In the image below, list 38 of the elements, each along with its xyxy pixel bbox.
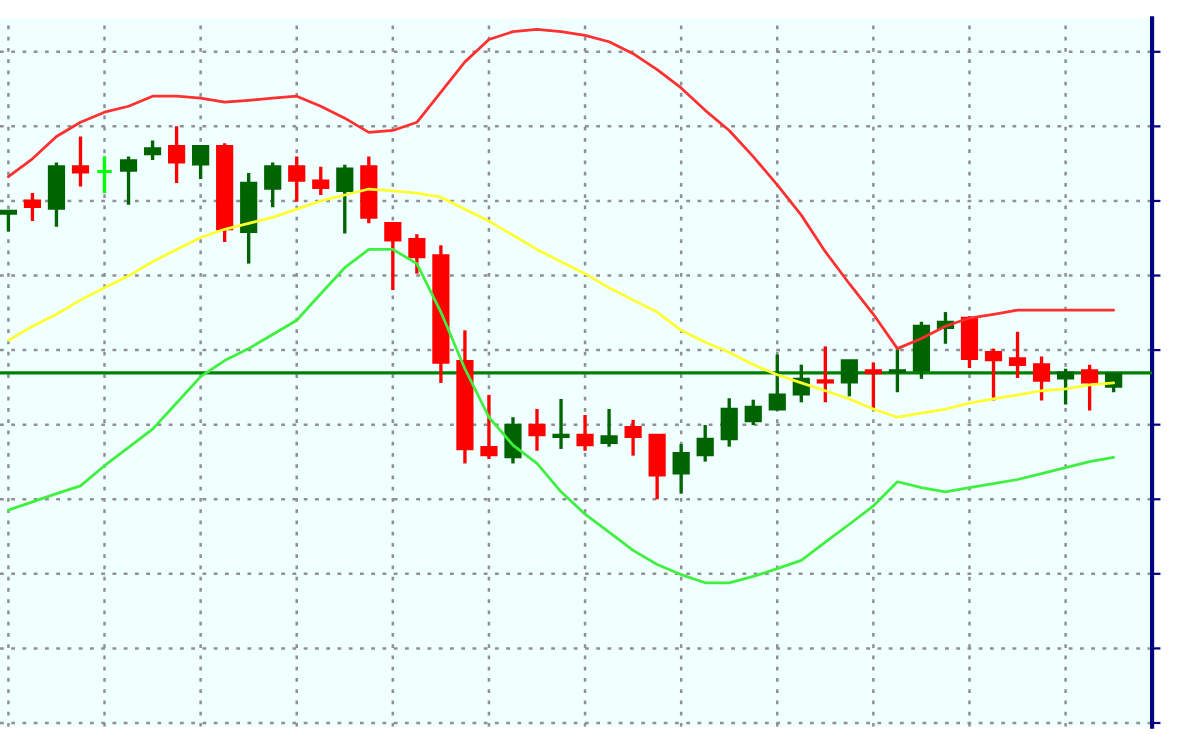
candlestick bbox=[552, 397, 570, 451]
candlestick bbox=[23, 191, 42, 223]
candlestick bbox=[984, 346, 1003, 403]
candlestick bbox=[1081, 362, 1099, 413]
candlestick bbox=[672, 442, 690, 496]
candlestick bbox=[480, 393, 498, 461]
candlestick bbox=[336, 163, 354, 236]
candlestick bbox=[1032, 354, 1051, 403]
candlestick bbox=[912, 320, 931, 381]
candlestick bbox=[1008, 330, 1027, 380]
candlestick bbox=[888, 346, 906, 394]
candlestick bbox=[1056, 367, 1075, 407]
candlestick bbox=[312, 164, 330, 197]
candlestick bbox=[864, 360, 882, 410]
candlestick bbox=[744, 398, 762, 427]
candlestick bbox=[143, 138, 162, 162]
candlestick bbox=[960, 314, 979, 370]
candlestick bbox=[600, 407, 618, 449]
candlestick bbox=[408, 232, 426, 276]
candlestick bbox=[192, 144, 210, 181]
candlestick bbox=[384, 221, 402, 292]
candlestick bbox=[528, 407, 546, 453]
candlestick bbox=[119, 154, 138, 207]
candlestick bbox=[168, 124, 186, 185]
candlestick bbox=[576, 413, 594, 453]
candlestick bbox=[47, 160, 66, 229]
candlestick bbox=[71, 134, 90, 189]
candlestick bbox=[288, 154, 306, 204]
candlestick bbox=[840, 358, 858, 399]
candlestick bbox=[648, 433, 666, 501]
candlestick bbox=[768, 352, 786, 413]
candlestick bbox=[816, 344, 834, 404]
candlestick bbox=[720, 396, 738, 449]
candlestick bbox=[0, 209, 18, 234]
candlestick bbox=[696, 423, 714, 464]
candlestick bbox=[95, 154, 114, 195]
candlestick bbox=[264, 160, 282, 209]
candlestick bbox=[624, 418, 642, 458]
